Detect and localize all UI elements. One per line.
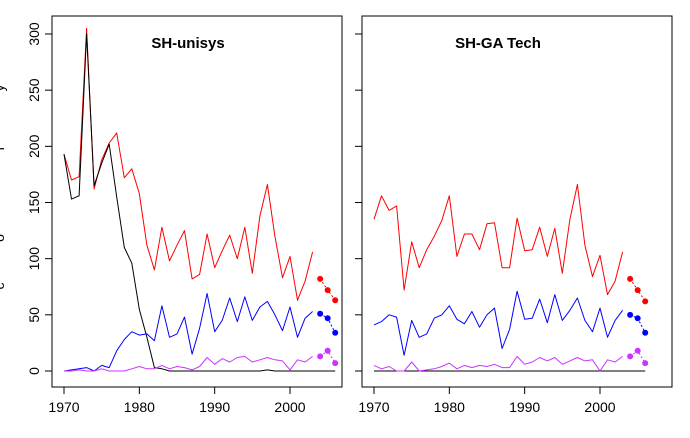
data-point-red (324, 287, 331, 294)
x-tick-label: 1980 (124, 399, 155, 415)
y-axis-label-fragments: y r o c (0, 85, 7, 290)
y-tick-label: 200 (26, 134, 42, 158)
y-axis: 0 50 100 150 200 250 300 (26, 22, 52, 375)
panel-title: SH-unisys (151, 35, 224, 52)
data-point-red (634, 287, 641, 294)
y-axis-label-fragment: r (0, 145, 7, 150)
y-axis-label-fragment: y (0, 85, 7, 92)
x-tick-label: 1990 (199, 399, 230, 415)
data-point-blue (627, 311, 634, 318)
panel-sh-unisys: 1970 1980 1990 2000 SH-unisys (48, 15, 343, 415)
y-tick-label: 250 (26, 78, 42, 102)
data-point-purple (332, 360, 339, 367)
y-tick-label: 300 (26, 22, 42, 46)
plot-frame (361, 15, 673, 388)
series-line-red (373, 184, 624, 296)
x-tick-label: 1970 (358, 399, 389, 415)
y-tick-label: 150 (26, 191, 42, 215)
data-point-purple (324, 347, 331, 354)
y-axis-label-fragment: o (0, 234, 7, 242)
series-line-black (63, 33, 336, 372)
data-point-blue (317, 310, 324, 317)
x-tick-label: 2000 (274, 399, 305, 415)
data-point-red (317, 275, 324, 282)
y-axis-label-fragment: c (0, 283, 7, 290)
plot-frame (51, 15, 343, 388)
series-line-red (63, 27, 314, 301)
x-tick-label: 2000 (584, 399, 615, 415)
y-tick-label: 100 (26, 247, 42, 271)
series-line-blue (63, 293, 313, 372)
data-point-red (642, 298, 649, 305)
data-point-blue (332, 329, 339, 336)
data-point-purple (627, 353, 634, 360)
data-point-blue (642, 329, 649, 336)
data-point-blue (324, 315, 331, 322)
y-tick-label: 50 (26, 307, 42, 323)
series-line-purple (64, 355, 313, 372)
data-point-red (627, 275, 634, 282)
series-line-blue (373, 290, 624, 356)
data-point-purple (642, 360, 649, 367)
x-tick-label: 1990 (509, 399, 540, 415)
x-tick-label: 1980 (434, 399, 465, 415)
data-point-purple (317, 353, 324, 360)
data-point-blue (634, 315, 641, 322)
series-line-purple (373, 355, 623, 372)
y-tick-label: 0 (26, 367, 42, 375)
data-point-purple (634, 347, 641, 354)
panel-title: SH-GA Tech (455, 35, 541, 52)
panel-sh-ga-tech: 1970 1980 1990 2000 SH-GA Tech (355, 15, 673, 415)
data-point-red (332, 297, 339, 304)
x-tick-label: 1970 (48, 399, 79, 415)
